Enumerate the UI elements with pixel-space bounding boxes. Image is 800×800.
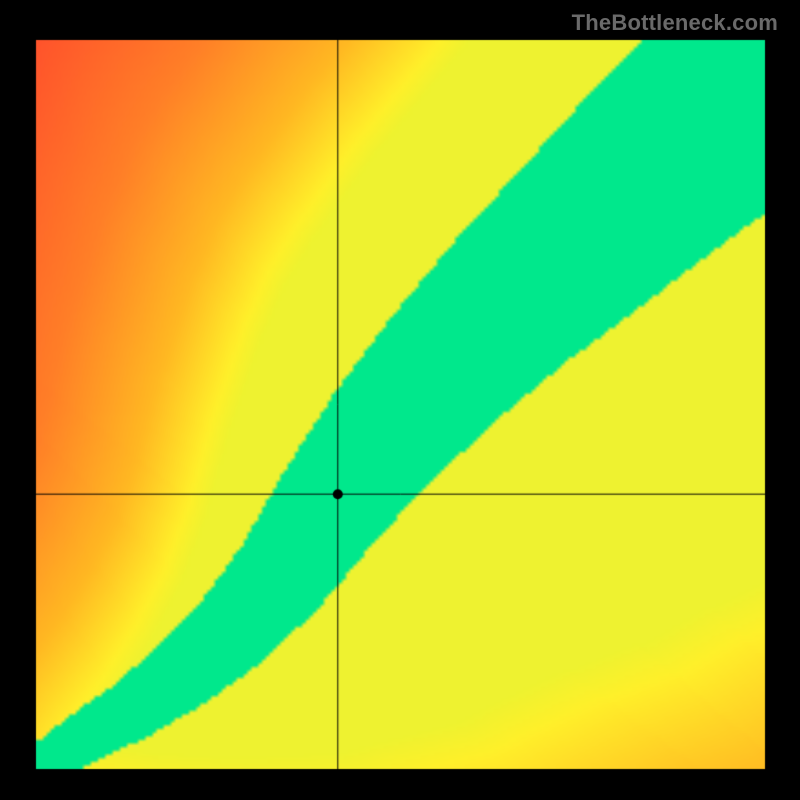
bottleneck-heatmap xyxy=(0,0,800,800)
watermark-text: TheBottleneck.com xyxy=(572,10,778,36)
chart-container: { "watermark": { "text": "TheBottleneck.… xyxy=(0,0,800,800)
